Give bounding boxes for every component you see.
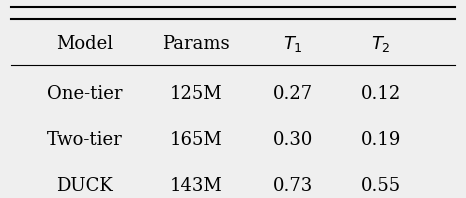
Text: Two-tier: Two-tier (47, 131, 123, 149)
Text: 0.73: 0.73 (273, 177, 313, 195)
Text: 0.19: 0.19 (361, 131, 401, 149)
Text: 125M: 125M (170, 85, 222, 103)
Text: 0.55: 0.55 (361, 177, 401, 195)
Text: Params: Params (162, 35, 230, 53)
Text: 0.27: 0.27 (273, 85, 313, 103)
Text: 143M: 143M (170, 177, 222, 195)
Text: DUCK: DUCK (56, 177, 113, 195)
Text: 165M: 165M (170, 131, 222, 149)
Text: One-tier: One-tier (47, 85, 123, 103)
Text: 0.12: 0.12 (361, 85, 401, 103)
Text: 0.30: 0.30 (273, 131, 314, 149)
Text: $T_1$: $T_1$ (283, 34, 303, 54)
Text: Model: Model (56, 35, 113, 53)
Text: $T_2$: $T_2$ (371, 34, 391, 54)
